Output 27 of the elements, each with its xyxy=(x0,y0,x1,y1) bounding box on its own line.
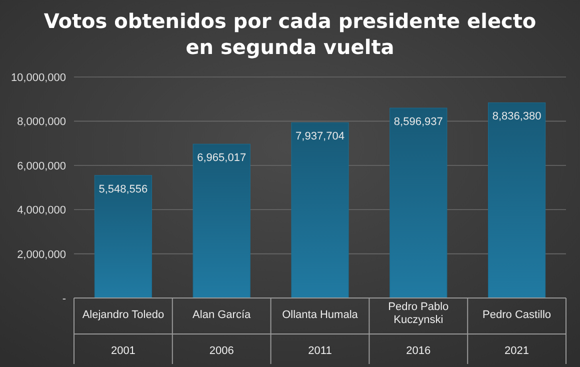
text: 2006 xyxy=(209,345,234,357)
x-tick-label: Pedro Castillo xyxy=(482,309,552,321)
y-tick-label: - xyxy=(62,293,66,305)
x-tick-label: Alan García xyxy=(192,309,252,321)
chart-title: Votos obtenidos por cada presidente electo en segunda vuelta xyxy=(44,9,536,59)
bar xyxy=(488,102,546,298)
x-tick-label: Ollanta Humala xyxy=(282,309,359,321)
bar xyxy=(192,144,250,298)
text: 2001 xyxy=(110,345,136,357)
text: 2011 xyxy=(308,345,332,357)
y-tick-label: 6,000,000 xyxy=(17,160,66,172)
x-tick-label: Alejandro Toledo xyxy=(82,309,164,321)
data-label: 7,937,704 xyxy=(296,130,344,143)
text: 2016 xyxy=(406,345,431,357)
bar xyxy=(94,175,152,298)
y-tick-label: 4,000,000 xyxy=(17,204,66,217)
text: 2021 xyxy=(504,345,530,357)
data-label: 6,965,017 xyxy=(197,152,246,164)
y-tick-label: 2,000,000 xyxy=(17,248,66,261)
data-label: 8,596,937 xyxy=(394,116,443,128)
bar xyxy=(390,108,448,298)
data-label: 8,836,380 xyxy=(492,110,542,123)
data-label: 5,548,556 xyxy=(98,183,148,196)
bar xyxy=(291,122,349,298)
y-tick-label: 10,000,000 xyxy=(10,72,66,84)
x-tick-label: Pedro Pablo Kuczynski xyxy=(388,301,449,326)
y-tick-label: 8,000,000 xyxy=(17,116,66,128)
